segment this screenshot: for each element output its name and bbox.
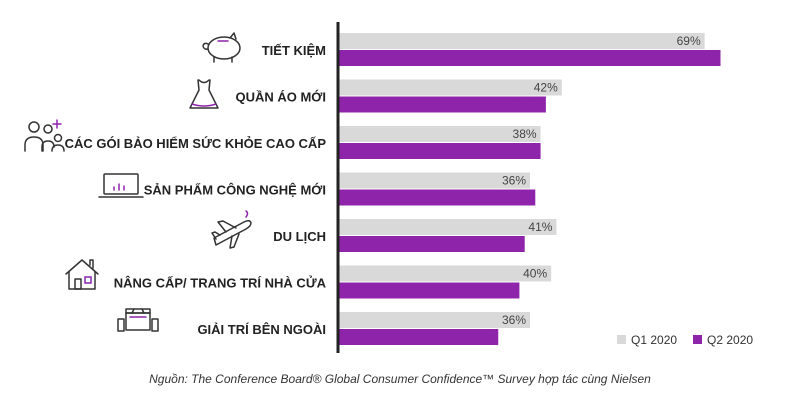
- bar-q1: [339, 312, 530, 328]
- data-label-q1: 36%: [502, 174, 526, 188]
- bar-q1: [339, 33, 705, 49]
- bar-q2: [339, 143, 541, 159]
- category-label: DU LỊCH: [273, 229, 326, 244]
- data-label-q2: 30%: [470, 330, 494, 344]
- data-label-q2: 37%: [507, 191, 531, 205]
- bar-q2: [339, 50, 721, 66]
- data-label-q1: 69%: [677, 34, 701, 48]
- data-label-q2: 34%: [491, 284, 515, 298]
- bar-q2: [339, 329, 499, 345]
- data-label-q1: 36%: [502, 313, 526, 327]
- bar-q1: [339, 172, 530, 189]
- bar-q1: [339, 265, 552, 282]
- data-label-q2: 38%: [513, 144, 537, 158]
- data-label-q2: 39%: [518, 98, 542, 112]
- data-label-q2: 35%: [497, 237, 521, 251]
- legend: Q1 2020 Q2 2020: [617, 333, 753, 347]
- tv-speakers-icon: [117, 308, 159, 332]
- piggy-bank-icon: [202, 32, 241, 63]
- bar-q2: [339, 236, 525, 252]
- bar-chart: 69% 72% TIẾT KIỆM 42% 39% QUẦN ÁO MỚI 38% 38% CÁ…: [24, 22, 753, 353]
- legend-swatch-q1: [617, 335, 626, 344]
- data-label-q1: 41%: [528, 220, 552, 234]
- category-label: SẢN PHẨM CÔNG NGHỆ MỚI: [144, 183, 326, 198]
- category-label: QUẦN ÁO MỚI: [235, 90, 326, 105]
- data-label-q1: 38%: [513, 127, 537, 141]
- category-label: NÂNG CẤP/ TRANG TRÍ NHÀ CỬA: [114, 276, 327, 291]
- airplane-icon: [211, 210, 252, 249]
- legend-label-q1: Q1 2020: [631, 333, 677, 347]
- data-label-q1: 42%: [534, 81, 558, 95]
- bar-q1: [339, 79, 562, 96]
- laptop-chart-icon: [98, 173, 144, 198]
- category-label: CÁC GÓI BẢO HIỂM SỨC KHỎE CAO CẤP: [65, 136, 327, 151]
- data-label-q1: 40%: [523, 267, 547, 281]
- category-label: TIẾT KIỆM: [262, 43, 326, 58]
- family-plus-icon: [24, 119, 65, 152]
- house-icon: [65, 259, 99, 290]
- bar-q2: [339, 189, 536, 206]
- dress-icon: [189, 79, 219, 109]
- legend-swatch-q2: [693, 335, 702, 344]
- bar-q1: [339, 219, 557, 235]
- bar-q1: [339, 126, 541, 142]
- source-note: Nguồn: The Conference Board® Global Cons…: [149, 372, 651, 386]
- bar-q2: [339, 282, 520, 299]
- data-label-q2: 72%: [692, 51, 716, 65]
- legend-label-q2: Q2 2020: [707, 333, 753, 347]
- category-label: GIẢI TRÍ BÊN NGOÀI: [197, 322, 326, 337]
- bar-q2: [339, 96, 546, 113]
